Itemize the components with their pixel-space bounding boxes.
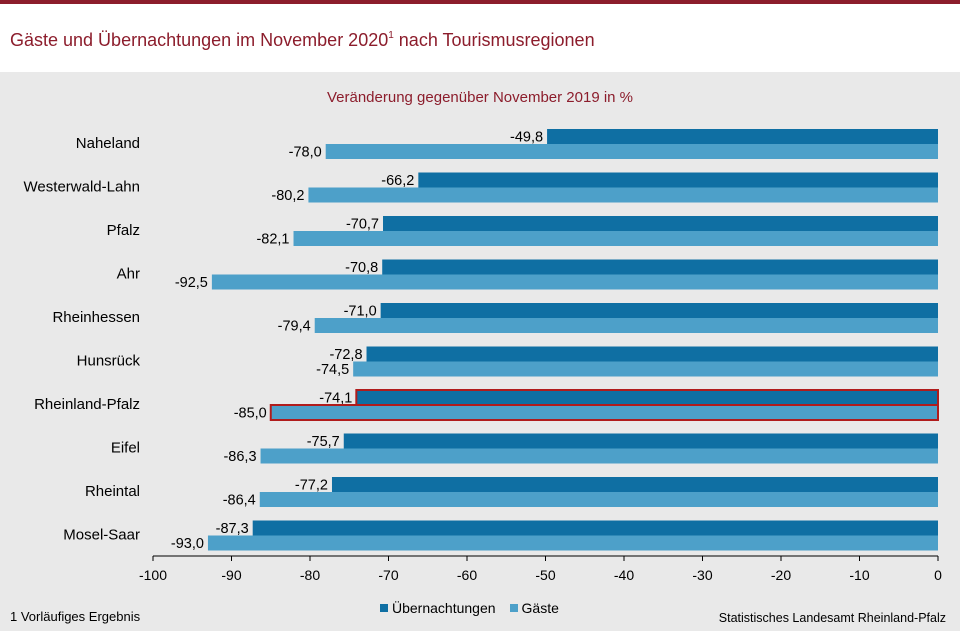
category-label-mosel-saar: Mosel-Saar bbox=[63, 527, 140, 544]
category-label-ahr: Ahr bbox=[117, 266, 140, 283]
category-label-rheinhessen: Rheinhessen bbox=[52, 309, 140, 326]
x-tick-label-5: -50 bbox=[535, 567, 555, 583]
x-tick-label-6: -40 bbox=[614, 567, 634, 583]
data-label-gaeste-hunsr-ck: -74,5 bbox=[316, 362, 349, 378]
x-tick-label-10: 0 bbox=[934, 567, 942, 583]
data-label-uebernachtungen-rheinland-pfalz: -74,1 bbox=[319, 391, 352, 407]
data-label-uebernachtungen-eifel: -75,7 bbox=[307, 434, 340, 450]
data-label-gaeste-mosel-saar: -93,0 bbox=[171, 536, 204, 552]
data-label-uebernachtungen-mosel-saar: -87,3 bbox=[216, 521, 249, 537]
category-label-hunsr-ck: Hunsrück bbox=[77, 353, 141, 370]
data-label-uebernachtungen-hunsr-ck: -72,8 bbox=[329, 347, 362, 363]
bar-gaeste-pfalz bbox=[293, 231, 938, 246]
bar-uebernachtungen-pfalz bbox=[383, 216, 938, 231]
data-label-uebernachtungen-rheintal: -77,2 bbox=[295, 478, 328, 494]
title-footnote-marker: 1 bbox=[388, 30, 394, 41]
header-bar: Gäste und Übernachtungen im November 202… bbox=[0, 4, 960, 72]
bar-uebernachtungen-eifel bbox=[343, 433, 938, 449]
category-label-rheinland-pfalz: Rheinland-Pfalz bbox=[34, 396, 140, 413]
x-tick-label-9: -10 bbox=[849, 567, 869, 583]
data-label-gaeste-ahr: -92,5 bbox=[175, 275, 208, 291]
legend-item-uebernachtungen: Übernachtungen bbox=[380, 600, 496, 616]
data-label-gaeste-eifel: -86,3 bbox=[223, 449, 256, 465]
legend-label-uebernachtungen: Übernachtungen bbox=[392, 600, 496, 616]
data-label-gaeste-pfalz: -82,1 bbox=[256, 232, 289, 248]
data-label-uebernachtungen-ahr: -70,8 bbox=[345, 260, 378, 276]
bar-gaeste-eifel bbox=[260, 448, 938, 464]
chart-subtitle: Veränderung gegenüber November 2019 in % bbox=[326, 89, 634, 106]
category-label-naheland: Naheland bbox=[76, 135, 140, 152]
data-label-uebernachtungen-pfalz: -70,7 bbox=[346, 217, 379, 233]
category-label-westerwald-lahn: Westerwald-Lahn bbox=[24, 179, 140, 196]
data-label-uebernachtungen-westerwald-lahn: -66,2 bbox=[381, 173, 414, 189]
bar-uebernachtungen-naheland bbox=[547, 129, 938, 144]
chart-legend: Übernachtungen Gäste bbox=[380, 600, 573, 616]
bar-uebernachtungen-rheintal bbox=[331, 477, 939, 492]
data-label-gaeste-rheinhessen: -79,4 bbox=[278, 319, 311, 335]
bar-gaeste-naheland bbox=[325, 144, 938, 159]
data-label-gaeste-naheland: -78,0 bbox=[289, 145, 322, 161]
x-tick-label-1: -90 bbox=[221, 567, 241, 583]
x-tick-label-4: -60 bbox=[457, 567, 477, 583]
data-label-uebernachtungen-naheland: -49,8 bbox=[510, 130, 543, 146]
title-suffix: nach Tourismusregionen bbox=[393, 30, 595, 50]
source-credit: Statistisches Landesamt Rheinland-Pfalz bbox=[718, 611, 946, 625]
top-accent-line bbox=[0, 0, 960, 4]
x-tick-label-7: -30 bbox=[692, 567, 712, 583]
category-label-rheintal: Rheintal bbox=[85, 483, 140, 500]
bar-gaeste-rheinland-pfalz bbox=[269, 404, 939, 421]
legend-swatch-gaeste bbox=[509, 604, 518, 612]
data-label-gaeste-rheintal: -86,4 bbox=[223, 493, 256, 509]
bar-uebernachtungen-westerwald-lahn bbox=[418, 172, 939, 188]
bar-uebernachtungen-ahr bbox=[382, 259, 939, 275]
bar-gaeste-mosel-saar bbox=[207, 535, 938, 551]
legend-item-gaeste: Gäste bbox=[509, 600, 559, 616]
x-tick-label-2: -80 bbox=[300, 567, 320, 583]
title-main: Gäste und Übernachtungen im November 202… bbox=[10, 30, 389, 50]
bar-gaeste-ahr bbox=[211, 274, 938, 290]
bar-gaeste-rheintal bbox=[259, 492, 938, 507]
data-label-uebernachtungen-rheinhessen: -71,0 bbox=[344, 304, 377, 320]
bar-uebernachtungen-hunsr-ck bbox=[366, 346, 938, 362]
category-label-pfalz: Pfalz bbox=[107, 222, 140, 239]
footnote: 1 Vorläufiges Ergebnis bbox=[10, 609, 141, 624]
legend-label-gaeste: Gäste bbox=[521, 600, 559, 616]
bar-gaeste-hunsr-ck bbox=[353, 361, 938, 377]
x-tick-label-0: -100 bbox=[139, 567, 167, 583]
bar-uebernachtungen-mosel-saar bbox=[252, 520, 938, 536]
category-label-eifel: Eifel bbox=[111, 440, 140, 457]
bar-uebernachtungen-rheinland-pfalz bbox=[355, 389, 939, 406]
page-title: Gäste und Übernachtungen im November 202… bbox=[10, 30, 595, 51]
bar-gaeste-westerwald-lahn bbox=[308, 187, 938, 203]
x-tick-label-3: -70 bbox=[378, 567, 398, 583]
bar-uebernachtungen-rheinhessen bbox=[380, 303, 938, 318]
bar-gaeste-rheinhessen bbox=[314, 318, 939, 333]
legend-swatch-uebernachtungen bbox=[380, 604, 388, 612]
data-label-gaeste-westerwald-lahn: -80,2 bbox=[271, 188, 304, 204]
x-tick-label-8: -20 bbox=[771, 567, 791, 583]
data-label-gaeste-rheinland-pfalz: -85,0 bbox=[234, 406, 267, 422]
